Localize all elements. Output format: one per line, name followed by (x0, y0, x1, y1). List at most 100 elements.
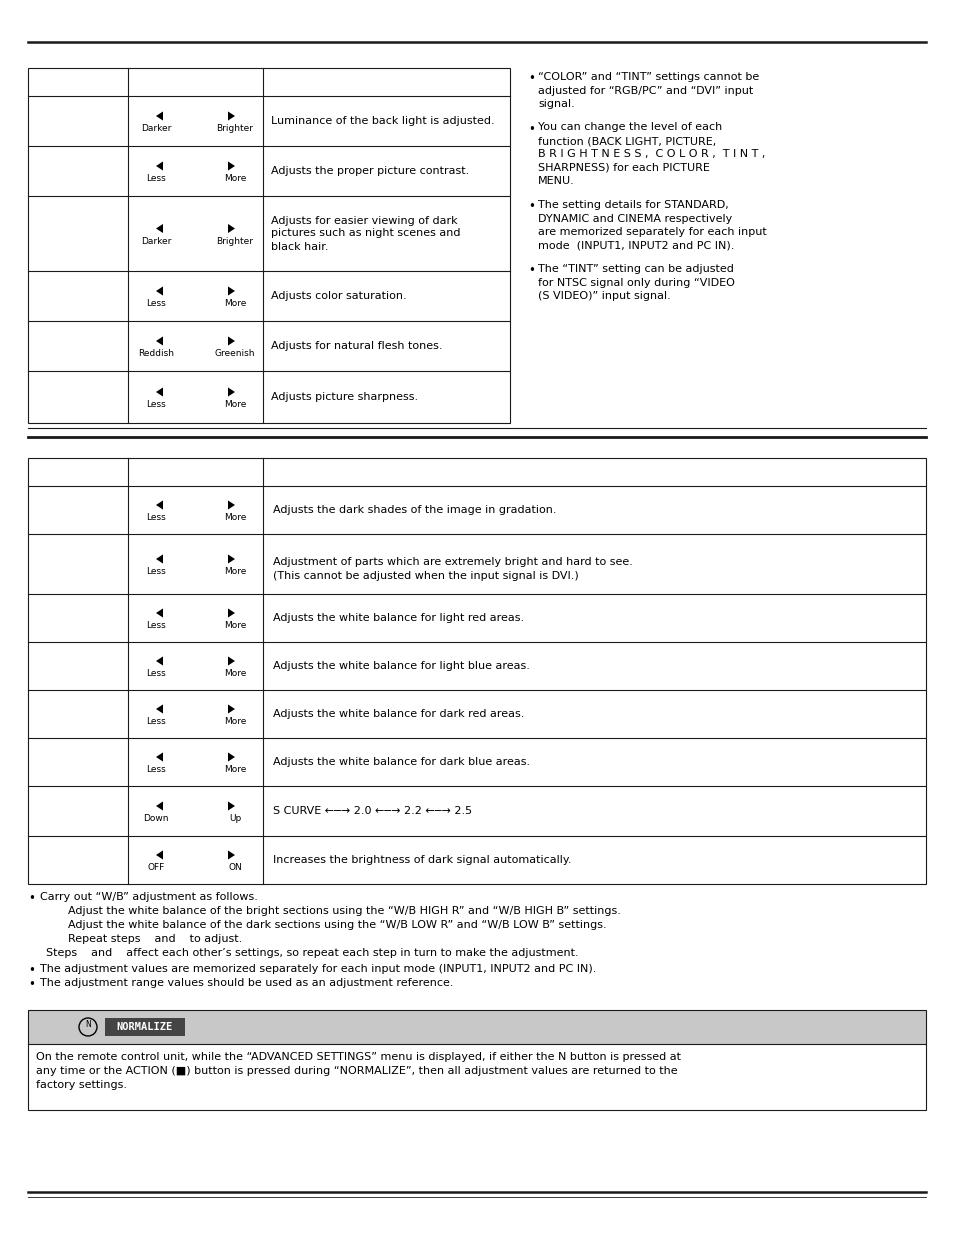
Text: Less: Less (146, 669, 166, 678)
Bar (28, 458, 925, 884)
Text: •: • (527, 72, 535, 85)
Text: “COLOR” and “TINT” settings cannot be: “COLOR” and “TINT” settings cannot be (537, 72, 759, 82)
Polygon shape (228, 704, 234, 714)
Polygon shape (156, 287, 163, 295)
Text: Repeat steps    and    to adjust.: Repeat steps and to adjust. (68, 934, 242, 944)
Polygon shape (228, 388, 234, 396)
Text: MENU.: MENU. (537, 177, 574, 186)
Text: Adjusts the white balance for dark red areas.: Adjusts the white balance for dark red a… (273, 709, 524, 719)
Text: Adjust the white balance of the dark sections using the “W/B LOW R” and “W/B LOW: Adjust the white balance of the dark sec… (68, 920, 606, 930)
Text: Adjustment of parts which are extremely bright and hard to see.: Adjustment of parts which are extremely … (273, 557, 632, 567)
Text: ON: ON (228, 863, 242, 872)
Polygon shape (228, 111, 234, 121)
Text: Adjusts picture sharpness.: Adjusts picture sharpness. (271, 391, 417, 403)
Text: black hair.: black hair. (271, 242, 328, 252)
Bar (105, 1018, 185, 1036)
Text: Up: Up (229, 814, 241, 823)
Text: Adjusts the white balance for light blue areas.: Adjusts the white balance for light blue… (273, 661, 529, 671)
Text: Darker: Darker (141, 124, 171, 133)
Text: (This cannot be adjusted when the input signal is DVI.): (This cannot be adjusted when the input … (273, 571, 578, 580)
Polygon shape (156, 111, 163, 121)
Polygon shape (228, 802, 234, 810)
Bar (28, 1010, 925, 1044)
Polygon shape (228, 287, 234, 295)
Text: More: More (224, 174, 246, 183)
Polygon shape (228, 752, 234, 762)
Text: Adjusts the proper picture contrast.: Adjusts the proper picture contrast. (271, 165, 469, 177)
Polygon shape (228, 336, 234, 346)
Text: (S VIDEO)” input signal.: (S VIDEO)” input signal. (537, 291, 670, 301)
Polygon shape (228, 555, 234, 563)
Text: More: More (224, 513, 246, 522)
Text: Adjusts the dark shades of the image in gradation.: Adjusts the dark shades of the image in … (273, 505, 556, 515)
Text: Carry out “W/B” adjustment as follows.: Carry out “W/B” adjustment as follows. (40, 892, 257, 902)
Text: More: More (224, 669, 246, 678)
Text: DYNAMIC and CINEMA respectively: DYNAMIC and CINEMA respectively (537, 214, 732, 224)
Polygon shape (156, 224, 163, 233)
Text: Down: Down (143, 814, 169, 823)
Text: adjusted for “RGB/PC” and “DVI” input: adjusted for “RGB/PC” and “DVI” input (537, 85, 753, 95)
Polygon shape (228, 224, 234, 233)
Polygon shape (228, 162, 234, 170)
Text: Adjusts the white balance for dark blue areas.: Adjusts the white balance for dark blue … (273, 757, 530, 767)
Text: •: • (527, 264, 535, 277)
Text: More: More (224, 567, 246, 576)
Text: Adjusts color saturation.: Adjusts color saturation. (271, 291, 406, 301)
Text: Adjust the white balance of the bright sections using the “W/B HIGH R” and “W/B : Adjust the white balance of the bright s… (68, 906, 620, 916)
Text: Less: Less (146, 621, 166, 630)
Text: •: • (527, 122, 535, 136)
Text: Greenish: Greenish (214, 350, 255, 358)
Text: More: More (224, 764, 246, 774)
Text: The adjustment range values should be used as an adjustment reference.: The adjustment range values should be us… (40, 978, 453, 988)
Text: The setting details for STANDARD,: The setting details for STANDARD, (537, 200, 728, 210)
Text: On the remote control unit, while the “ADVANCED SETTINGS” menu is displayed, if : On the remote control unit, while the “A… (36, 1052, 680, 1091)
Text: OFF: OFF (147, 863, 165, 872)
Polygon shape (156, 704, 163, 714)
Text: function (BACK LIGHT, PICTURE,: function (BACK LIGHT, PICTURE, (537, 136, 716, 146)
Polygon shape (156, 162, 163, 170)
Text: N: N (85, 1020, 91, 1029)
Polygon shape (228, 609, 234, 618)
Polygon shape (156, 752, 163, 762)
Text: Less: Less (146, 400, 166, 409)
Text: More: More (224, 299, 246, 308)
Text: Brighter: Brighter (216, 236, 253, 246)
Text: Luminance of the back light is adjusted.: Luminance of the back light is adjusted. (271, 116, 494, 126)
Text: B R I G H T N E S S ,  C O L O R ,  T I N T ,: B R I G H T N E S S , C O L O R , T I N … (537, 149, 764, 159)
Text: SHARPNESS) for each PICTURE: SHARPNESS) for each PICTURE (537, 163, 709, 173)
Polygon shape (156, 851, 163, 860)
Text: pictures such as night scenes and: pictures such as night scenes and (271, 228, 460, 238)
Text: Increases the brightness of dark signal automatically.: Increases the brightness of dark signal … (273, 855, 571, 864)
Text: Less: Less (146, 567, 166, 576)
Text: S CURVE ←─→ 2.0 ←─→ 2.2 ←─→ 2.5: S CURVE ←─→ 2.0 ←─→ 2.2 ←─→ 2.5 (273, 806, 472, 816)
Bar (28, 68, 510, 424)
Text: Less: Less (146, 299, 166, 308)
Text: •: • (28, 892, 35, 905)
Text: are memorized separately for each input: are memorized separately for each input (537, 227, 766, 237)
Polygon shape (156, 500, 163, 510)
Text: Less: Less (146, 718, 166, 726)
Text: More: More (224, 718, 246, 726)
Text: Reddish: Reddish (138, 350, 173, 358)
Text: You can change the level of each: You can change the level of each (537, 122, 721, 132)
Text: Less: Less (146, 174, 166, 183)
Text: Less: Less (146, 513, 166, 522)
Bar (28, 1010, 925, 1110)
Polygon shape (156, 657, 163, 666)
Polygon shape (156, 388, 163, 396)
Text: Steps    and    affect each other’s settings, so repeat each step in turn to mak: Steps and affect each other’s settings, … (46, 948, 578, 958)
Text: NORMALIZE: NORMALIZE (117, 1023, 172, 1032)
Text: Adjusts for easier viewing of dark: Adjusts for easier viewing of dark (271, 215, 457, 226)
Text: Less: Less (146, 764, 166, 774)
Polygon shape (228, 851, 234, 860)
Text: mode  (INPUT1, INPUT2 and PC IN).: mode (INPUT1, INPUT2 and PC IN). (537, 241, 734, 251)
Text: Darker: Darker (141, 236, 171, 246)
Polygon shape (156, 802, 163, 810)
Text: •: • (28, 978, 35, 990)
Polygon shape (228, 500, 234, 510)
Polygon shape (156, 609, 163, 618)
Text: Adjusts the white balance for light red areas.: Adjusts the white balance for light red … (273, 613, 523, 622)
Text: The adjustment values are memorized separately for each input mode (INPUT1, INPU: The adjustment values are memorized sepa… (40, 965, 596, 974)
Text: •: • (527, 200, 535, 212)
Text: Brighter: Brighter (216, 124, 253, 133)
